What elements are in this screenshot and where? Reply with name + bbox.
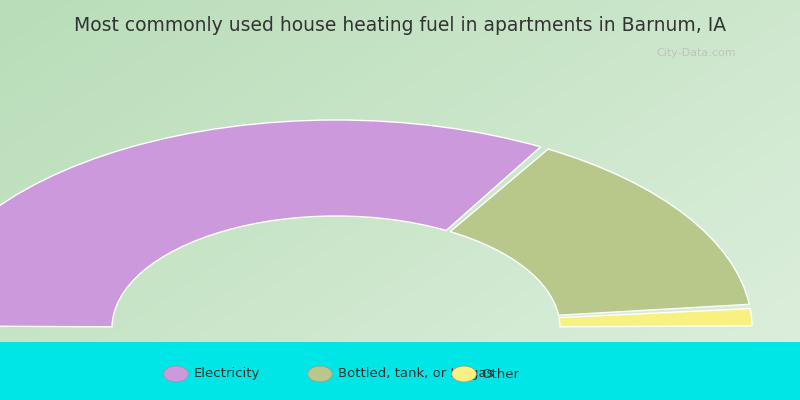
Text: Other: Other [482, 368, 519, 380]
Text: City-Data.com: City-Data.com [656, 48, 736, 58]
Ellipse shape [164, 366, 188, 382]
Text: Bottled, tank, or LP gas: Bottled, tank, or LP gas [338, 368, 493, 380]
Text: Electricity: Electricity [194, 368, 260, 380]
Ellipse shape [452, 366, 476, 382]
Wedge shape [0, 120, 541, 327]
Wedge shape [559, 309, 752, 327]
Wedge shape [450, 149, 750, 315]
Text: Most commonly used house heating fuel in apartments in Barnum, IA: Most commonly used house heating fuel in… [74, 16, 726, 35]
Ellipse shape [308, 366, 332, 382]
Bar [0, 342, 800, 400]
